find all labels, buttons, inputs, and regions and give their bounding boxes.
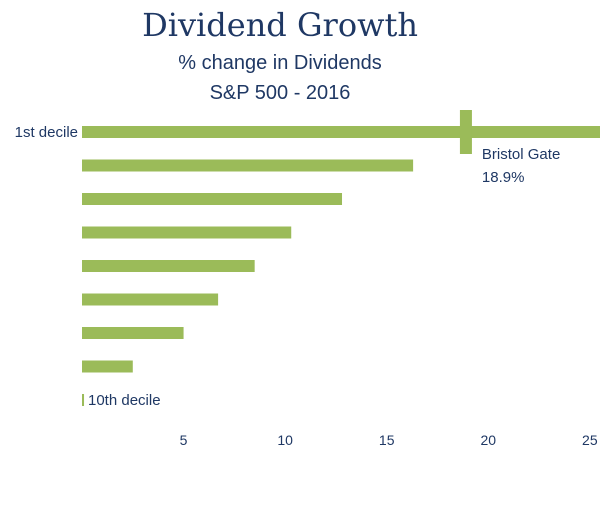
x-tick-label-25: 25 xyxy=(582,432,598,448)
x-tick-label-10: 10 xyxy=(277,432,293,448)
x-tick-label-20: 20 xyxy=(480,432,496,448)
bar-8 xyxy=(82,360,133,373)
bristol-gate-marker xyxy=(459,110,472,154)
annotation-label: Bristol Gate xyxy=(482,146,560,163)
bar-1 xyxy=(82,126,600,138)
chart-subtitle-line-1: % change in Dividends xyxy=(178,52,382,74)
chart-title: Dividend Growth xyxy=(142,6,418,44)
category-label-10th-decile: 10th decile xyxy=(88,392,161,409)
bar-5 xyxy=(82,260,255,272)
chart-subtitle-line-2: S&P 500 - 2016 xyxy=(209,82,351,104)
bar-6 xyxy=(82,293,219,306)
bar-3 xyxy=(82,193,343,205)
bar-9 xyxy=(82,394,85,406)
bar-7 xyxy=(82,327,184,339)
category-label-1st-decile: 1st decile xyxy=(15,124,78,141)
x-tick-label-5: 5 xyxy=(180,432,188,448)
annotation-value: 18.9% xyxy=(482,169,525,186)
bar-4 xyxy=(82,226,292,239)
bar-2 xyxy=(82,159,414,172)
x-tick-label-15: 15 xyxy=(379,432,395,448)
